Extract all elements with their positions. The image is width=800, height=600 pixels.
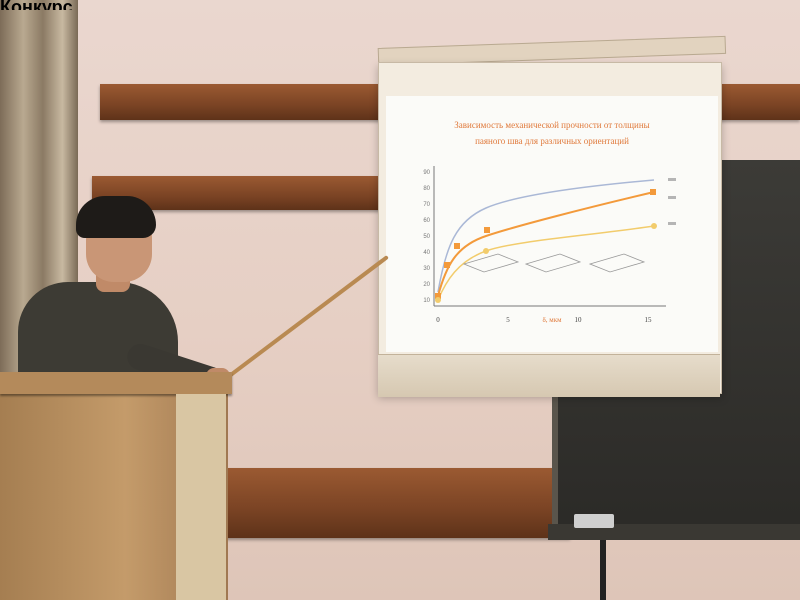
slide-title-line2: паяного шва для различных ориентаций (475, 136, 629, 146)
schematic-sample (588, 253, 646, 273)
board-stand (600, 540, 606, 600)
lectern-top (0, 372, 232, 394)
caption-text: Конкурс (0, 0, 73, 10)
data-point (435, 297, 441, 303)
y-tick: 20 (423, 282, 430, 288)
legend-marker (668, 178, 676, 181)
slide-chart: Зависимость механической прочности от то… (423, 120, 676, 324)
y-tick: 80 (423, 186, 430, 192)
data-point (454, 243, 460, 249)
legend-marker (668, 196, 676, 199)
legend-marker (668, 222, 676, 225)
y-tick: 70 (423, 202, 430, 208)
y-tick: 90 (423, 170, 430, 176)
screen-bottom-band (378, 354, 720, 397)
slide-title-line1: Зависимость механической прочности от то… (454, 120, 649, 130)
x-axis-label: δ, мкм (542, 316, 562, 324)
data-point (444, 262, 450, 268)
series-line-top (437, 179, 655, 293)
schematic-sample (524, 253, 582, 273)
series-line-mid (437, 191, 655, 297)
x-tick: 0 (436, 316, 440, 324)
wall-strip-bottom (210, 468, 570, 538)
eraser-cloth (574, 514, 614, 528)
x-tick: 15 (645, 316, 653, 324)
y-tick: 50 (423, 234, 430, 240)
projected-slide: Зависимость механической прочности от то… (386, 96, 718, 352)
y-tick: 60 (423, 218, 430, 224)
lectern-side (176, 394, 226, 600)
y-tick: 30 (423, 266, 430, 272)
y-tick: 40 (423, 250, 430, 256)
series-line-low (437, 225, 655, 301)
y-tick: 10 (423, 298, 430, 304)
x-tick: 10 (575, 316, 583, 324)
data-point (435, 293, 441, 299)
schematic-sample (462, 253, 520, 273)
data-point (484, 227, 490, 233)
data-point (650, 189, 656, 195)
chalkboard-ledge (548, 524, 800, 540)
presenter-hair (76, 196, 156, 238)
x-tick: 5 (506, 316, 510, 324)
data-point (483, 248, 489, 254)
data-point (651, 223, 657, 229)
